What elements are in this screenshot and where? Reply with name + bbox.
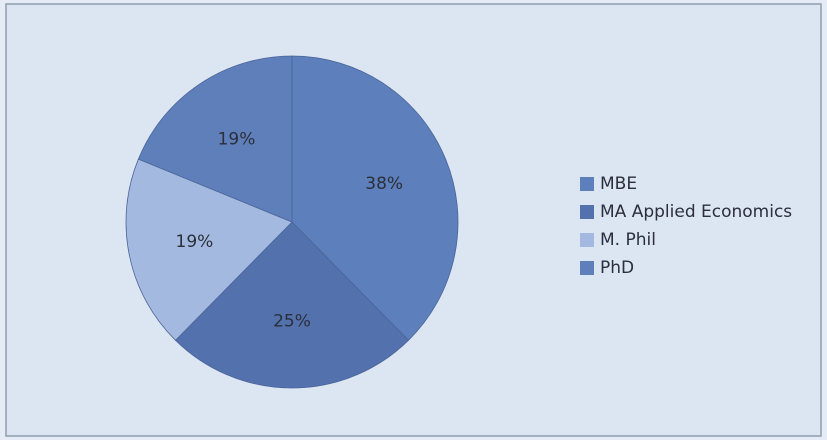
pie-slice xyxy=(291,55,459,341)
legend-swatch xyxy=(580,205,594,219)
legend-label: M. Phil xyxy=(600,230,656,250)
legend-swatch xyxy=(580,177,594,191)
pie-slice xyxy=(125,158,293,341)
pie-slice xyxy=(137,55,293,223)
data-label: 38% xyxy=(365,174,403,194)
data-label: 25% xyxy=(273,312,311,332)
data-label: 19% xyxy=(218,129,256,149)
legend-label: MBE xyxy=(600,174,637,194)
legend-label: PhD xyxy=(600,258,634,278)
legend-swatch xyxy=(580,261,594,275)
legend-swatch xyxy=(580,233,594,247)
legend-label: MA Applied Economics xyxy=(600,202,792,222)
pie-slice xyxy=(174,221,410,389)
data-label: 19% xyxy=(176,232,214,252)
